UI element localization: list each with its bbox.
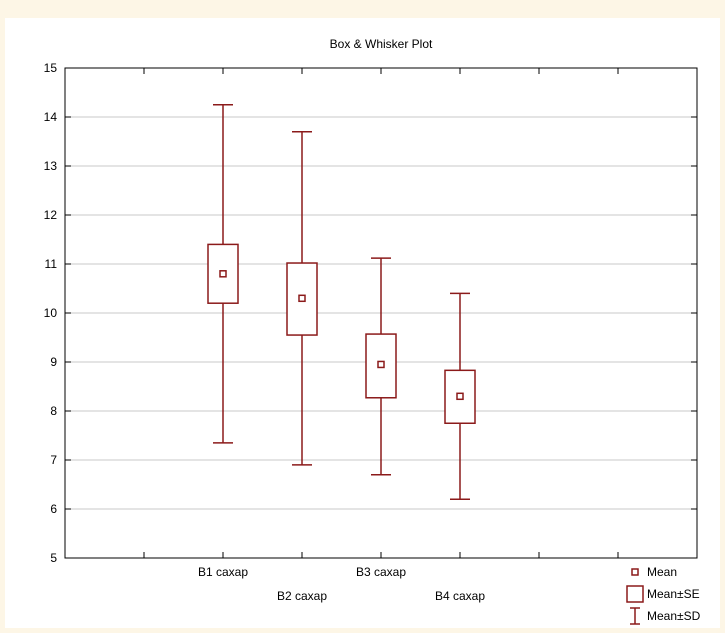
legend-se-icon: [626, 585, 644, 603]
y-tick-label: 10: [44, 306, 58, 320]
box-group: [286, 130, 318, 466]
box-group: [365, 257, 397, 476]
chart-area: Box & Whisker Plot 5 6 7 8 9 10 11 12 13 14 15 B1 …: [5, 18, 720, 628]
y-tick-label: 8: [50, 404, 57, 418]
mean-marker: [298, 294, 306, 303]
y-tick-label: 7: [50, 453, 57, 467]
legend-mean-icon: [631, 568, 639, 576]
chart-title: Box & Whisker Plot: [330, 37, 433, 51]
y-tick-label: 13: [44, 159, 58, 173]
box-whisker-chart: Box & Whisker Plot 5 6 7 8 9 10 11 12 13 14 15 B1 …: [44, 37, 701, 625]
series-layer: [207, 104, 476, 500]
x-axis: B1 caxap B2 caxap B3 caxap B4 caxap: [143, 68, 619, 603]
x-category-label: B2 caxap: [277, 589, 327, 603]
x-category-label: B3 caxap: [356, 565, 406, 579]
y-tick-label: 14: [44, 110, 58, 124]
y-tick-label: 15: [44, 61, 58, 75]
x-category-label: B1 caxap: [198, 565, 248, 579]
y-tick-label: 12: [44, 208, 58, 222]
legend-label: Mean±SE: [647, 587, 700, 601]
mean-marker: [377, 360, 385, 369]
box-group: [207, 104, 239, 444]
legend-label: Mean±SD: [647, 609, 701, 623]
y-tick-label: 6: [50, 502, 57, 516]
y-tick-label: 11: [45, 257, 58, 271]
y-tick-label: 9: [50, 355, 57, 369]
legend: Mean Mean±SE Mean±SD: [626, 565, 701, 625]
mean-marker: [219, 270, 227, 278]
x-category-label: B4 caxap: [435, 589, 485, 603]
legend-label: Mean: [647, 565, 677, 579]
y-tick-label: 5: [50, 551, 57, 565]
legend-item: Mean±SD: [630, 607, 701, 625]
legend-item: Mean±SE: [626, 585, 700, 603]
mean-marker: [456, 392, 464, 401]
legend-item: Mean: [631, 565, 677, 579]
box-group: [444, 292, 476, 500]
y-axis: 5 6 7 8 9 10 11 12 13 14 15: [44, 61, 697, 565]
